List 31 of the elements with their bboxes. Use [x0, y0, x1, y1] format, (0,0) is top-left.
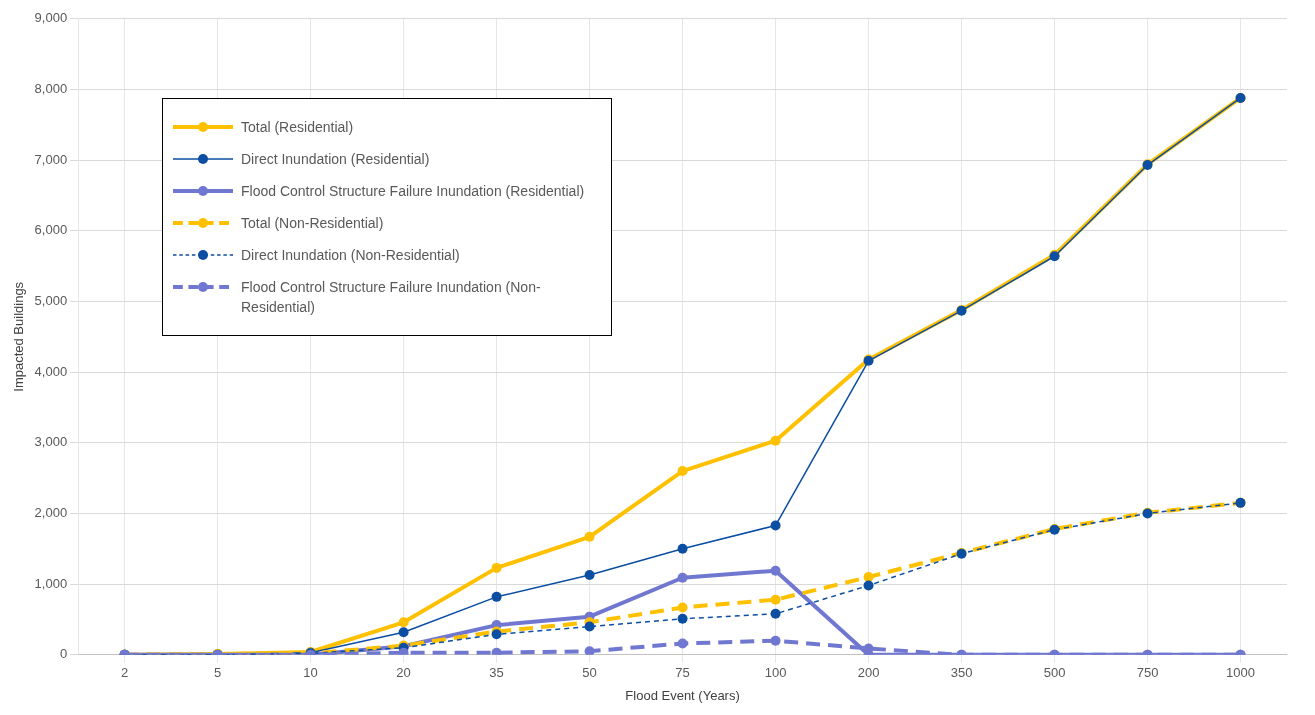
x-tick-label: 750	[1136, 665, 1159, 681]
x-tick-label: 10	[303, 665, 318, 681]
legend-label: Direct Inundation (Non-Residential)	[241, 246, 460, 265]
y-tick-label: 9,000	[34, 10, 68, 26]
x-tick-label: 200	[857, 665, 880, 681]
y-tick-label: 5,000	[34, 293, 68, 309]
x-tick-label: 35	[489, 665, 504, 681]
legend-label: Direct Inundation (Residential)	[241, 150, 430, 169]
x-tick-label: 20	[396, 665, 411, 681]
y-tick-label: 6,000	[34, 222, 68, 238]
legend-label: Flood Control Structure Failure Inundation (Residential)	[241, 182, 585, 201]
y-tick-label: 8,000	[34, 81, 68, 97]
x-tick-label: 2	[121, 665, 129, 681]
legend-label: Flood Control Structure Failure Inundation (Non-Residential)	[241, 278, 542, 317]
y-axis-title: Impacted Buildings	[11, 281, 27, 392]
y-tick-label: 0	[59, 646, 68, 662]
y-tick-label: 1,000	[34, 575, 68, 591]
legend-label: Total (Residential)	[241, 118, 354, 137]
x-tick-label: 350	[950, 665, 973, 681]
y-tick-label: 4,000	[34, 363, 68, 379]
x-tick-label: 5	[214, 665, 222, 681]
x-tick-label: 100	[764, 665, 787, 681]
y-tick-label: 2,000	[34, 505, 68, 521]
x-tick-label: 75	[675, 665, 690, 681]
y-tick-label: 3,000	[34, 434, 68, 450]
x-axis-title: Flood Event (Years)	[625, 687, 740, 703]
x-tick-label: 50	[582, 665, 597, 681]
x-tick-label: 1000	[1226, 665, 1255, 681]
y-tick-label: 7,000	[34, 151, 68, 167]
x-tick-label: 500	[1043, 665, 1066, 681]
legend-label: Total (Non-Residential)	[241, 214, 384, 233]
